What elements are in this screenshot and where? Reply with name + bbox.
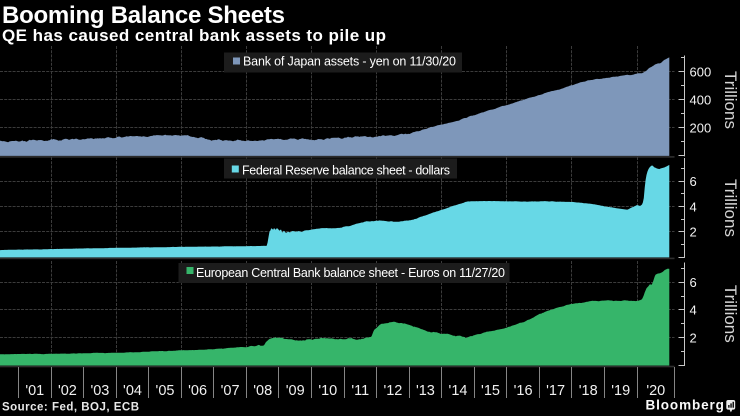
svg-text:'13: '13 [416,383,435,399]
svg-text:'18: '18 [579,383,598,399]
svg-text:QE has caused central bank ass: QE has caused central bank assets to pil… [2,26,386,45]
svg-text:'10: '10 [318,383,337,399]
svg-text:200: 200 [690,121,712,136]
svg-text:'02: '02 [58,383,77,399]
svg-text:Source: Fed, BOJ, ECB: Source: Fed, BOJ, ECB [2,402,139,414]
svg-text:'11: '11 [351,383,369,399]
svg-text:Trillions: Trillions [721,71,740,129]
svg-text:'05: '05 [156,383,175,399]
svg-text:Bloomberg: Bloomberg [646,398,725,413]
svg-text:'06: '06 [188,383,207,399]
svg-text:Booming Balance Sheets: Booming Balance Sheets [2,2,285,29]
svg-text:6: 6 [690,174,697,189]
svg-text:6: 6 [690,275,697,290]
svg-text:'09: '09 [286,383,305,399]
svg-text:'01: '01 [25,383,44,399]
svg-text:'12: '12 [383,383,402,399]
svg-text:'20: '20 [646,383,665,399]
svg-text:'04: '04 [123,383,142,399]
svg-text:'14: '14 [449,383,468,399]
svg-text:Trillions: Trillions [721,179,740,237]
svg-text:Trillions: Trillions [721,285,740,343]
svg-text:'07: '07 [221,383,240,399]
svg-text:'15: '15 [481,383,500,399]
svg-text:'16: '16 [514,383,533,399]
svg-text:Bank of Japan assets - yen on: Bank of Japan assets - yen on 11/30/20 [243,55,456,69]
svg-text:4: 4 [690,199,697,214]
svg-text:400: 400 [690,93,712,108]
svg-text:'08: '08 [253,383,272,399]
svg-text:2: 2 [690,225,697,240]
svg-text:'17: '17 [546,383,565,399]
svg-text:Federal Reserve balance sheet: Federal Reserve balance sheet - dollars [242,164,450,178]
svg-text:European Central Bank balance: European Central Bank balance sheet - Eu… [196,266,505,280]
svg-text:600: 600 [690,65,712,80]
svg-text:'03: '03 [90,383,109,399]
svg-text:4: 4 [690,303,697,318]
svg-text:2: 2 [690,330,697,345]
svg-text:'19: '19 [611,383,630,399]
